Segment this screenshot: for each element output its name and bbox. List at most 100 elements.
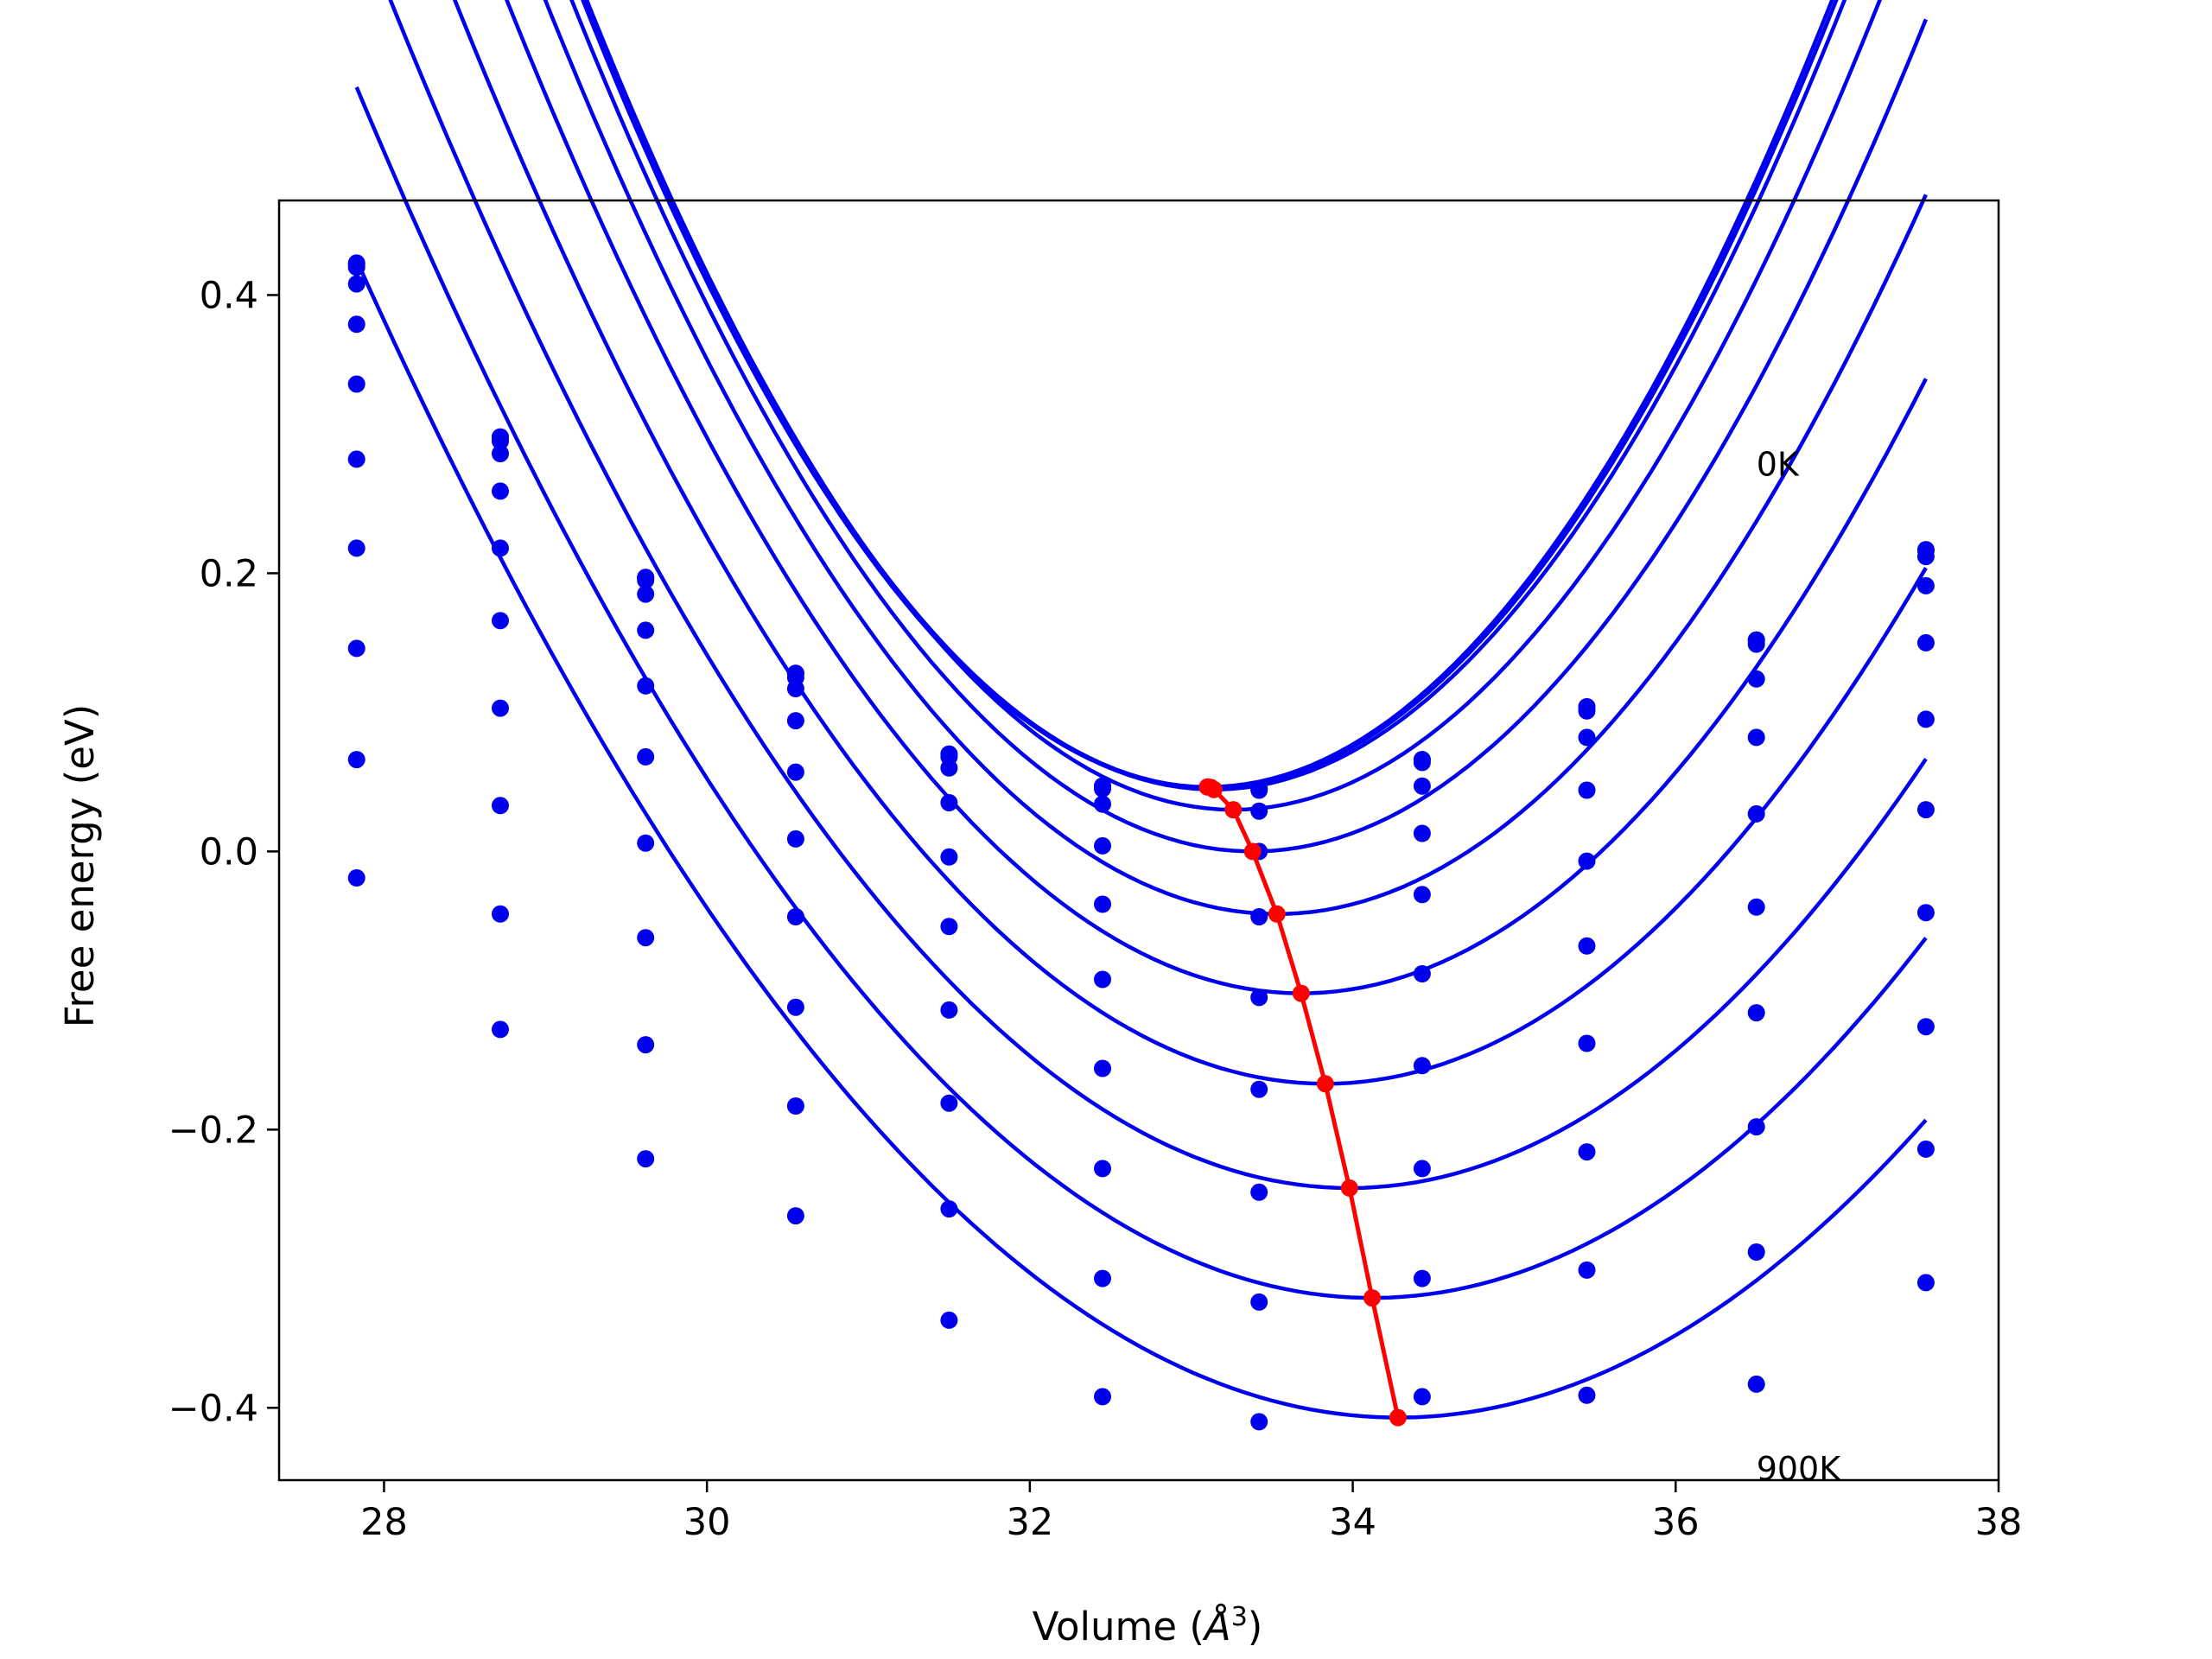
data-point-8-8: [1413, 1057, 1431, 1075]
data-point-9-11: [1916, 1018, 1935, 1036]
data-point-7-9: [1578, 937, 1596, 955]
data-point-9-8: [1413, 1160, 1431, 1178]
data-point-9-9: [1578, 1143, 1596, 1161]
data-point-9-5: [940, 1094, 958, 1112]
data-point-11-5: [940, 1311, 958, 1329]
annotation-2: 900K: [1757, 1450, 1842, 1488]
annotation-1: 0K: [1757, 446, 1800, 484]
data-point-6-3: [637, 677, 655, 695]
data-point-6-8: [1413, 886, 1431, 904]
data-point-6-10: [1747, 804, 1765, 823]
data-point-11-7: [1250, 1413, 1268, 1431]
data-point-4-7: [1250, 802, 1268, 820]
data-point-8-11: [1916, 904, 1935, 922]
data-point-7-10: [1747, 898, 1765, 916]
plot-frame: [277, 199, 2000, 1482]
data-point-3-1: [347, 258, 365, 276]
data-point-8-9: [1578, 1034, 1596, 1052]
data-point-5-1: [347, 315, 365, 334]
data-point-4-5: [940, 759, 958, 777]
fit-curve-6: [543, 0, 1928, 917]
data-point-8-4: [786, 908, 804, 925]
y-tick-label-3: 0.2: [200, 552, 258, 595]
data-point-4-9: [1578, 728, 1596, 747]
x-axis-label: Volume (Å3): [1033, 1602, 1263, 1650]
fit-curve-9: [388, 0, 1928, 1191]
data-point-8-2: [492, 699, 509, 717]
minimum-point-3: [1205, 780, 1223, 798]
data-point-8-6: [1094, 1059, 1111, 1077]
data-point-3-9: [1578, 702, 1596, 720]
data-point-4-10: [1747, 670, 1765, 688]
data-point-3-10: [1747, 635, 1765, 653]
data-point-11-4: [786, 1207, 804, 1225]
data-points: [347, 254, 1935, 1431]
y-axis-ticks: −0.4 −0.2 0.0 0.2 0.4: [168, 274, 279, 1430]
data-point-6-2: [492, 539, 509, 557]
data-point-3-3: [637, 571, 655, 589]
minimum-point-9: [1340, 1179, 1358, 1197]
minimum-point-7: [1292, 984, 1310, 1002]
data-point-7-1: [347, 450, 365, 468]
minimum-point-4: [1224, 801, 1243, 819]
data-point-11-11: [1916, 1274, 1935, 1292]
data-point-10-7: [1250, 1293, 1268, 1311]
x-axis-ticks: 28 30 32 34 36 38: [360, 1480, 2022, 1544]
data-point-11-8: [1413, 1388, 1431, 1406]
data-point-3-2: [492, 432, 509, 450]
data-point-3-8: [1413, 753, 1431, 772]
data-point-6-7: [1250, 908, 1268, 925]
data-point-11-6: [1094, 1388, 1111, 1406]
x-tick-label-30: 30: [683, 1501, 731, 1544]
fit-curves: [354, 0, 1928, 1420]
data-point-10-10: [1747, 1243, 1765, 1261]
x-tick-label-32: 32: [1007, 1501, 1054, 1544]
data-point-4-3: [637, 585, 655, 603]
data-point-6-1: [347, 375, 365, 393]
x-tick-label-34: 34: [1329, 1501, 1376, 1544]
data-point-6-9: [1578, 852, 1596, 870]
data-point-5-3: [637, 621, 655, 639]
fit-curve-10: [354, 86, 1928, 1300]
data-point-8-7: [1250, 1080, 1268, 1098]
data-point-9-3: [637, 929, 655, 947]
minimum-point-6: [1268, 905, 1286, 923]
data-point-10-4: [786, 1097, 804, 1115]
data-point-6-6: [1094, 895, 1111, 913]
data-point-10-3: [637, 1036, 655, 1054]
data-point-6-5: [940, 848, 958, 866]
data-point-10-11: [1916, 1140, 1935, 1158]
data-point-8-1: [347, 539, 365, 557]
y-tick-label-1: −0.2: [168, 1109, 258, 1152]
data-point-11-10: [1747, 1375, 1765, 1393]
data-point-5-6: [1094, 836, 1111, 855]
data-point-4-1: [347, 275, 365, 293]
data-point-5-11: [1916, 633, 1935, 652]
fit-curve-4: [584, 0, 1882, 812]
data-point-4-2: [492, 445, 509, 462]
data-point-7-5: [940, 918, 958, 936]
data-point-10-1: [347, 751, 365, 769]
x-tick-label-28: 28: [360, 1501, 408, 1544]
data-point-7-2: [492, 612, 509, 630]
data-point-10-5: [940, 1200, 958, 1218]
minimum-point-5: [1243, 842, 1262, 861]
data-point-10-6: [1094, 1269, 1111, 1287]
data-point-10-2: [492, 905, 509, 923]
data-point-3-11: [1916, 548, 1935, 566]
data-point-5-4: [786, 712, 804, 730]
minimum-point-8: [1316, 1075, 1334, 1093]
data-point-6-11: [1916, 710, 1935, 728]
data-point-3-7: [1250, 781, 1268, 799]
data-point-3-6: [1094, 779, 1111, 798]
data-point-4-11: [1916, 576, 1935, 594]
data-point-11-1: [347, 869, 365, 887]
data-point-4-8: [1413, 777, 1431, 795]
minimum-point-11: [1389, 1408, 1407, 1427]
data-point-8-10: [1747, 1004, 1765, 1022]
data-point-10-8: [1413, 1269, 1431, 1287]
data-point-9-10: [1747, 1118, 1765, 1136]
data-point-11-9: [1578, 1386, 1596, 1404]
